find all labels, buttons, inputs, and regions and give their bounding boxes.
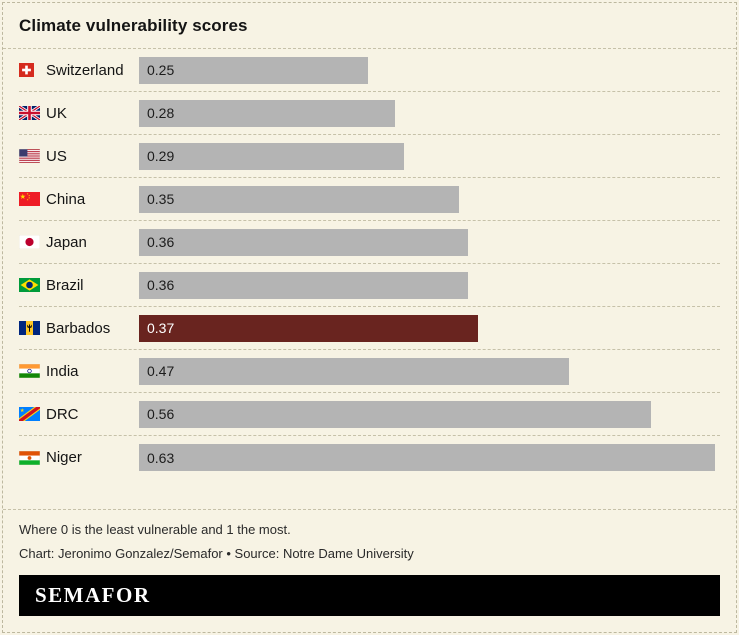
- bar: 0.37: [139, 314, 478, 342]
- bar: 0.56: [139, 400, 652, 428]
- bar-track: 0.63: [139, 444, 720, 471]
- country-label: DRC: [46, 405, 79, 423]
- bar: 0.63: [139, 444, 716, 471]
- country-label: Brazil: [46, 276, 84, 294]
- country-label: Niger: [46, 449, 82, 466]
- bar-track: 0.35: [139, 185, 720, 213]
- bar: 0.47: [139, 357, 570, 385]
- chart-row: US 0.29: [19, 135, 720, 178]
- bar-value-label: 0.63: [147, 449, 175, 466]
- semafor-wordmark: SEMAFOR: [35, 583, 151, 607]
- country-label: Japan: [46, 233, 87, 251]
- row-label-group: DRC: [19, 406, 139, 423]
- bar-track: 0.25: [139, 56, 720, 84]
- chart-row: Barbados 0.37: [19, 307, 720, 350]
- bar-value-label: 0.25: [147, 62, 175, 78]
- semafor-logo-bar: SEMAFOR: [19, 575, 720, 616]
- chart-row: DRC 0.56: [19, 393, 720, 436]
- bar: 0.36: [139, 228, 469, 256]
- barbados-flag-icon: [19, 321, 40, 335]
- chart-footnotes: Where 0 is the least vulnerable and 1 th…: [3, 510, 736, 575]
- bar: 0.25: [139, 56, 368, 84]
- niger-flag-icon: [19, 450, 40, 465]
- bar-value-label: 0.56: [147, 406, 175, 422]
- japan-flag-icon: [19, 235, 40, 249]
- bar-value-label: 0.36: [147, 277, 175, 293]
- brazil-flag-icon: [19, 278, 40, 292]
- row-label-group: Brazil: [19, 277, 139, 294]
- country-label: US: [46, 147, 67, 165]
- chart-row: Brazil 0.36: [19, 264, 720, 307]
- scale-note: Where 0 is the least vulnerable and 1 th…: [19, 522, 291, 537]
- chart-row: India 0.47: [19, 350, 720, 393]
- chart-row: UK 0.28: [19, 92, 720, 135]
- row-label-group: UK: [19, 105, 139, 122]
- chart-row: China 0.35: [19, 178, 720, 221]
- us-flag-icon: [19, 149, 40, 163]
- bar-value-label: 0.28: [147, 105, 175, 121]
- bar-track: 0.47: [139, 357, 720, 385]
- bar: 0.28: [139, 99, 396, 127]
- bar: 0.36: [139, 271, 469, 299]
- bar-track: 0.56: [139, 400, 720, 428]
- row-label-group: Barbados: [19, 320, 139, 337]
- bar-value-label: 0.35: [147, 191, 175, 207]
- bar-value-label: 0.29: [147, 148, 175, 164]
- credit-line: Chart: Jeronimo Gonzalez/Semafor • Sourc…: [19, 546, 414, 561]
- row-label-group: China: [19, 191, 139, 208]
- india-flag-icon: [19, 364, 40, 378]
- bar: 0.35: [139, 185, 460, 213]
- chart-row: Japan 0.36: [19, 221, 720, 264]
- bar-value-label: 0.37: [147, 320, 175, 336]
- bar-value-label: 0.47: [147, 363, 175, 379]
- row-label-group: India: [19, 363, 139, 380]
- uk-flag-icon: [19, 106, 40, 120]
- country-label: UK: [46, 104, 67, 122]
- bar-track: 0.28: [139, 99, 720, 127]
- row-label-group: Niger: [19, 449, 139, 466]
- bar-track: 0.37: [139, 314, 720, 342]
- switzerland-flag-icon: [19, 63, 40, 77]
- row-label-group: Switzerland: [19, 62, 139, 79]
- bar-track: 0.36: [139, 271, 720, 299]
- country-label: India: [46, 362, 79, 380]
- drc-flag-icon: [19, 407, 40, 421]
- bar: 0.29: [139, 142, 405, 170]
- china-flag-icon: [19, 192, 40, 206]
- chart-row: Switzerland 0.25: [19, 49, 720, 92]
- country-label: Switzerland: [46, 61, 124, 79]
- bar-value-label: 0.36: [147, 234, 175, 250]
- row-label-group: Japan: [19, 234, 139, 251]
- bar-track: 0.29: [139, 142, 720, 170]
- chart-row: Niger 0.63: [19, 436, 720, 479]
- country-label: Barbados: [46, 319, 111, 337]
- chart-rows: Switzerland 0.25 UK 0.28 US 0.29: [3, 49, 736, 510]
- row-label-group: US: [19, 148, 139, 165]
- bar-track: 0.36: [139, 228, 720, 256]
- country-label: China: [46, 190, 86, 208]
- chart-header: Climate vulnerability scores: [3, 3, 736, 49]
- chart-title: Climate vulnerability scores: [19, 16, 248, 35]
